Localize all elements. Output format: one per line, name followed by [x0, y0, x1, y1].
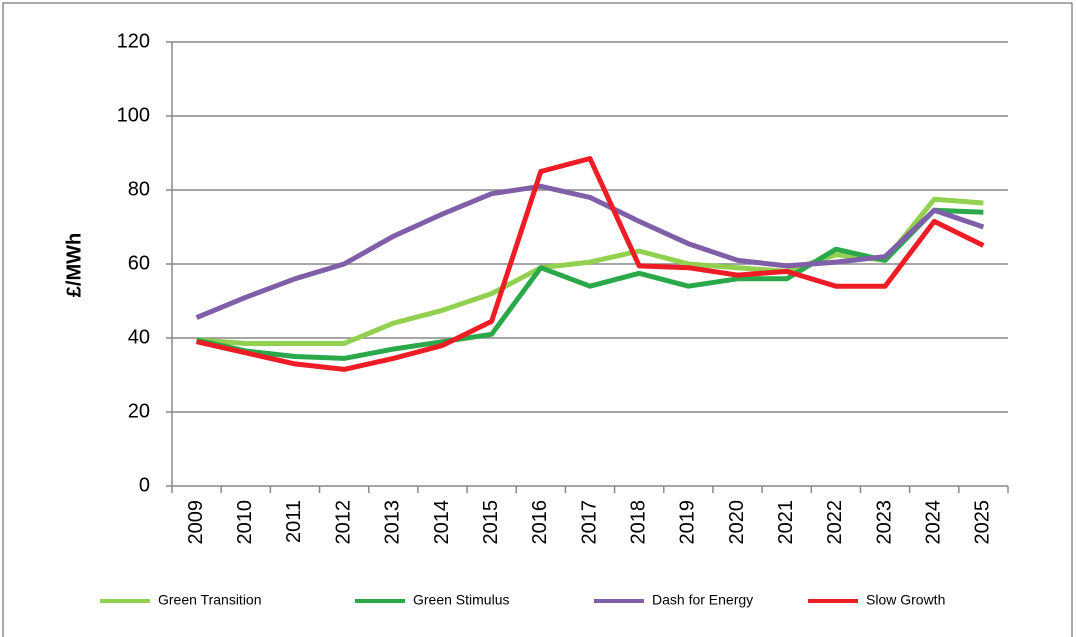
series-line [196, 196, 984, 346]
x-tick-label: 2020 [726, 500, 748, 545]
y-tick-label: 0 [139, 474, 150, 496]
y-axis-label: £/MWh [63, 233, 85, 297]
x-tick-label: 2011 [283, 500, 305, 543]
y-tick-label: 40 [128, 326, 150, 348]
x-tick-label: 2015 [480, 500, 502, 545]
x-tick-label: 2018 [627, 500, 649, 545]
x-tick-label: 2016 [529, 500, 551, 545]
y-tick-label: 80 [128, 178, 150, 200]
series-line [196, 156, 985, 372]
legend-label: Dash for Energy [652, 592, 753, 608]
y-tick-label: 60 [128, 252, 150, 274]
x-tick-label: 2010 [234, 500, 256, 545]
x-tick-label: 2025 [972, 500, 994, 545]
series-line [196, 207, 984, 361]
x-tick-label: 2022 [824, 500, 846, 545]
y-tick-label: 20 [128, 400, 150, 422]
x-tick-label: 2019 [677, 500, 699, 545]
y-tick-label: 100 [117, 104, 150, 126]
x-tick-label: 2017 [578, 500, 600, 545]
legend-label: Green Transition [158, 592, 262, 608]
legend-label: Slow Growth [866, 592, 945, 608]
x-tick-label: 2014 [431, 500, 453, 545]
x-tick-label: 2024 [923, 500, 945, 545]
x-tick-label: 2023 [873, 500, 895, 545]
x-tick-label: 2013 [382, 500, 404, 545]
y-tick-label: 120 [117, 30, 150, 52]
x-tick-label: 2009 [185, 500, 207, 545]
x-tick-label: 2021 [775, 500, 797, 545]
x-tick-label: 2012 [332, 500, 354, 545]
legend-label: Green Stimulus [413, 592, 509, 608]
series-line [195, 183, 985, 320]
